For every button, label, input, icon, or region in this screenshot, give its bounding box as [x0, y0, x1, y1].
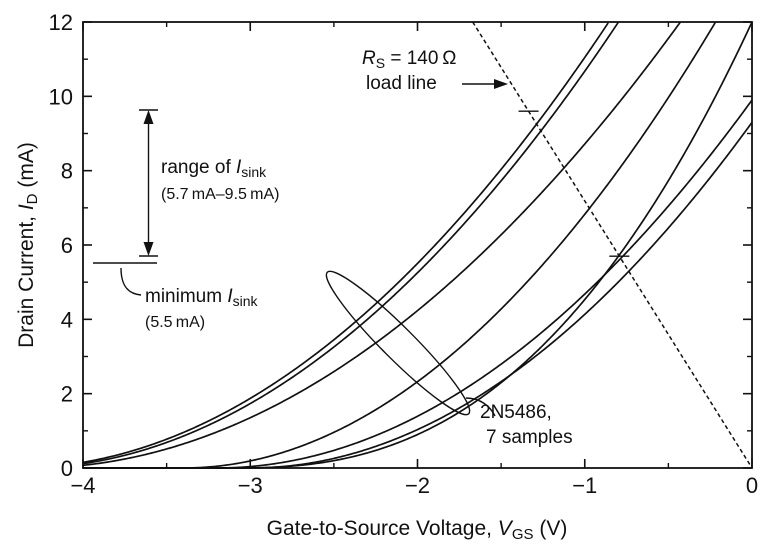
- sample-curve-2: [82, 21, 619, 465]
- y-tick-label: 0: [61, 456, 73, 481]
- load-line-label-line2: load line: [366, 73, 437, 94]
- load-line-pointer-head: [494, 79, 508, 89]
- sink-range-detail: (5.7 mA–9.5 mA): [161, 186, 279, 203]
- x-tick-label: 0: [746, 473, 758, 498]
- sink-minimum-label: minimum Isink: [145, 286, 259, 309]
- samples-label-line1: 2N5486,: [480, 402, 552, 423]
- x-tick-label: −1: [572, 473, 597, 498]
- sample-curve-6: [83, 99, 753, 469]
- load-line: [472, 21, 753, 469]
- y-tick-label: 2: [61, 382, 73, 407]
- y-tick-label: 8: [61, 159, 73, 184]
- x-tick-label: −3: [238, 473, 263, 498]
- x-tick-label: −2: [405, 473, 430, 498]
- y-tick-label: 4: [61, 307, 73, 332]
- x-axis-title: Gate-to-Source Voltage, VGS (V): [267, 517, 568, 543]
- y-tick-label: 10: [49, 84, 73, 109]
- y-tick-label: 6: [61, 233, 73, 258]
- x-tick-label: −4: [70, 473, 95, 498]
- load-line-label: RS = 140 Ω: [362, 48, 456, 71]
- samples-label-line2: 7 samples: [486, 427, 573, 448]
- ticks-group: −4 −3 −2 −1 0 0 2 4 6 8 10 12: [49, 10, 759, 498]
- load-line-group: [472, 21, 753, 469]
- sink-minimum-pointer: [120, 267, 142, 296]
- y-axis-title: Drain Current, ID (mA): [15, 142, 41, 348]
- sink-minimum-detail: (5.5 mA): [145, 314, 205, 331]
- sample-curve-3: [82, 21, 681, 467]
- sink-range-arrow-down: [143, 242, 154, 256]
- sink-range-arrow-up: [143, 110, 154, 124]
- samples-pointer: [465, 397, 496, 417]
- sink-range-label: range of Isink: [161, 157, 267, 180]
- sample-curve-1: [82, 22, 609, 464]
- samples-ellipse: [325, 270, 471, 416]
- y-tick-label: 12: [49, 10, 73, 35]
